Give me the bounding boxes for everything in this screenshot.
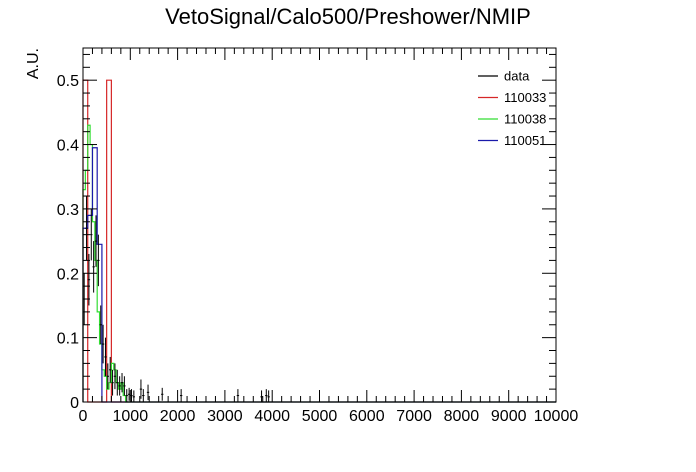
axes: 0 1000 2000 3000 4000 5000 6000 7000 8000 9000 100…	[57, 47, 579, 425]
x-tick-label: 3000	[207, 408, 243, 425]
data-point	[106, 363, 110, 390]
data-point	[111, 369, 114, 396]
x-tick-label: 9000	[491, 408, 527, 425]
legend-label: 110033	[504, 90, 546, 105]
y-tick-label: 0.4	[57, 138, 79, 155]
x-tick-label: 0	[79, 408, 88, 425]
y-tick-label: 0.3	[57, 202, 79, 219]
data-point	[125, 389, 128, 402]
chart-title: VetoSignal/Calo500/Preshower/NMIP	[165, 4, 531, 29]
y-axis-title: A.U.	[25, 48, 42, 79]
data-point	[101, 324, 105, 364]
data-point	[132, 390, 136, 402]
legend-entry: 110051	[478, 133, 546, 148]
y-tick-label: 0	[70, 395, 79, 412]
legend-entry: 110038	[478, 112, 546, 127]
legend-entry: data	[478, 69, 530, 84]
data-point	[123, 376, 126, 396]
data-point	[90, 208, 93, 261]
data-point	[104, 337, 107, 377]
series-110033-histogram	[82, 79, 556, 403]
x-tick-label: 10000	[534, 408, 579, 425]
x-tick-label: 2000	[160, 408, 196, 425]
legend-label: data	[504, 69, 530, 84]
data-point	[142, 389, 145, 402]
data-point	[113, 363, 117, 390]
legend: data 110033 110038 110051	[478, 69, 546, 148]
data-point	[116, 369, 119, 396]
y-tick-label: 0.1	[57, 331, 79, 348]
x-tick-label: 5000	[302, 408, 338, 425]
plot-frame	[82, 47, 557, 403]
data-point	[267, 390, 270, 402]
data-point	[97, 234, 100, 287]
series-110051-histogram	[82, 147, 556, 403]
x-tick-label: 8000	[444, 408, 480, 425]
data-point	[161, 387, 164, 401]
x-tick-label: 7000	[396, 408, 432, 425]
x-tick-label: 6000	[349, 408, 385, 425]
y-tick-label: 0.2	[57, 266, 79, 283]
plot-area	[82, 79, 556, 403]
data-point	[92, 241, 95, 293]
x-tick-label: 4000	[254, 408, 290, 425]
data-point	[146, 384, 150, 401]
legend-label: 110038	[504, 112, 546, 127]
data-point	[236, 389, 240, 402]
legend-entry: 110033	[478, 90, 546, 105]
data-point	[87, 253, 91, 306]
x-tick-label: 1000	[113, 408, 149, 425]
data-point	[99, 305, 102, 345]
data-point	[94, 215, 98, 267]
data-point	[120, 373, 124, 393]
data-point	[118, 376, 121, 396]
data-point	[265, 389, 268, 402]
data-point	[179, 389, 183, 402]
data-point	[85, 196, 88, 261]
data-point	[109, 356, 112, 383]
legend-label: 110051	[504, 133, 546, 148]
series-110038-histogram	[82, 124, 556, 403]
data-point	[139, 379, 143, 399]
y-tick-label: 0.5	[57, 73, 79, 90]
